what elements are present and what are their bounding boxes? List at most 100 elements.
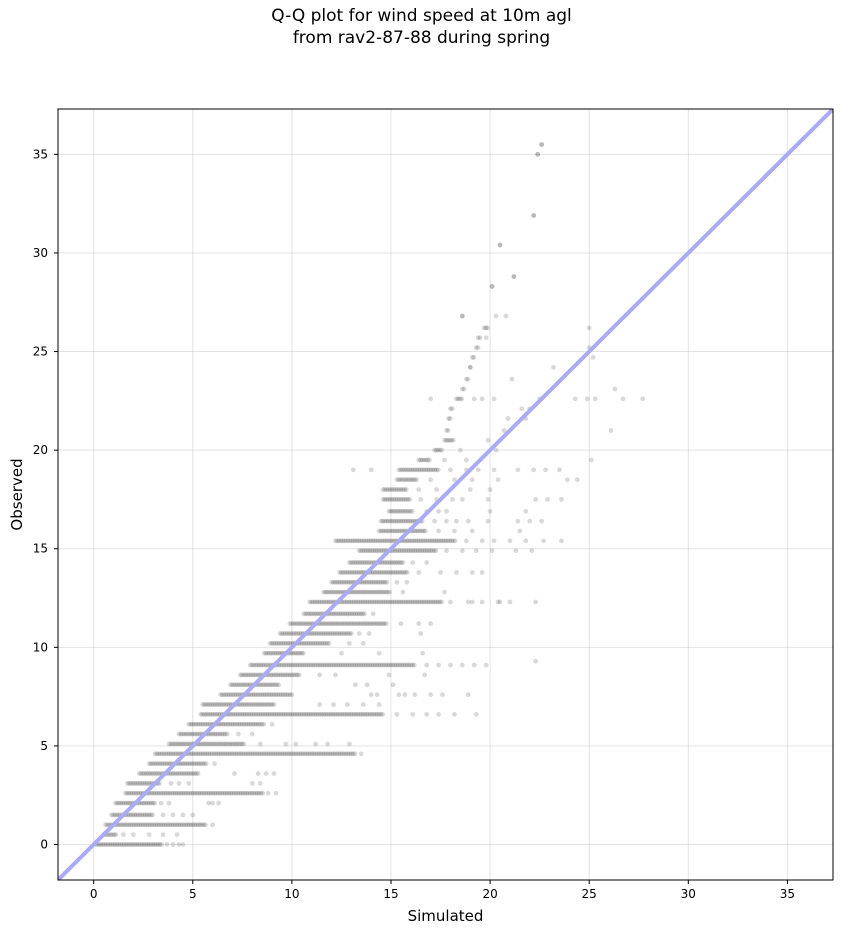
data-point	[389, 518, 395, 524]
data-point	[396, 548, 401, 554]
data-point	[407, 477, 412, 483]
data-point	[203, 790, 209, 796]
data-point	[285, 711, 291, 717]
data-point	[276, 711, 282, 717]
data-point	[151, 771, 156, 776]
data-point	[283, 662, 289, 668]
data-point	[443, 437, 449, 443]
data-point	[376, 621, 382, 627]
data-point	[360, 711, 366, 717]
data-point	[378, 662, 383, 668]
data-point	[401, 599, 407, 605]
data-point	[347, 538, 353, 544]
data-point	[306, 611, 312, 617]
data-point	[417, 548, 423, 554]
data-point	[224, 731, 230, 737]
data-point	[335, 662, 341, 668]
data-point	[383, 569, 389, 575]
data-point	[291, 711, 296, 717]
data-point	[249, 780, 255, 786]
data-point	[255, 692, 261, 698]
data-point	[185, 771, 190, 776]
data-point	[227, 741, 233, 747]
data-point	[210, 702, 216, 707]
data-point	[307, 599, 313, 605]
data-point	[436, 711, 441, 717]
data-point	[208, 731, 214, 737]
data-point	[436, 662, 441, 668]
data-point	[321, 589, 327, 595]
data-point	[374, 692, 380, 698]
data-point	[523, 508, 529, 514]
data-point	[354, 569, 360, 575]
data-point	[329, 579, 334, 585]
data-point	[367, 589, 373, 595]
data-point	[419, 548, 425, 554]
data-point	[519, 406, 525, 412]
data-point	[207, 702, 213, 707]
data-point	[312, 611, 317, 617]
data-point	[168, 741, 174, 747]
data-point	[199, 822, 205, 828]
data-point	[112, 812, 118, 818]
data-point	[187, 761, 193, 767]
data-point	[386, 487, 391, 492]
data-point	[195, 751, 201, 757]
data-point	[387, 497, 393, 502]
data-point	[190, 822, 196, 828]
data-point	[326, 621, 332, 627]
data-point	[454, 569, 459, 575]
data-point	[339, 621, 345, 627]
data-point	[360, 548, 366, 554]
data-point	[323, 631, 329, 636]
data-point	[224, 751, 229, 757]
data-point	[330, 621, 336, 627]
data-point	[251, 711, 257, 717]
data-point	[389, 560, 395, 565]
data-point	[349, 711, 355, 717]
data-point	[237, 672, 243, 678]
data-point	[114, 842, 120, 847]
data-point	[163, 751, 169, 757]
data-point	[620, 396, 626, 402]
data-point	[128, 842, 134, 847]
data-point	[228, 692, 234, 698]
data-point	[389, 497, 395, 502]
data-point	[471, 355, 477, 360]
data-point	[123, 800, 129, 806]
data-point	[452, 528, 457, 534]
data-point	[137, 790, 143, 796]
data-point	[190, 751, 195, 757]
data-point	[232, 721, 238, 727]
data-point	[172, 822, 178, 828]
data-point	[148, 842, 154, 847]
data-point	[269, 702, 275, 707]
data-point	[243, 721, 249, 727]
data-point	[134, 812, 139, 818]
data-point	[239, 741, 245, 747]
data-point	[442, 589, 447, 595]
data-point	[111, 842, 116, 847]
data-point	[212, 731, 217, 737]
data-point	[435, 467, 441, 473]
data-point	[295, 650, 301, 656]
data-point	[333, 711, 339, 717]
data-point	[395, 508, 401, 514]
data-point	[274, 751, 279, 757]
data-point	[186, 771, 192, 776]
data-point	[337, 662, 342, 668]
data-point	[426, 467, 432, 473]
data-point	[399, 662, 405, 668]
data-point	[316, 751, 322, 757]
data-point	[469, 599, 475, 605]
data-point	[270, 682, 276, 688]
data-point	[331, 751, 336, 757]
data-point	[145, 800, 150, 806]
data-point	[485, 518, 491, 524]
data-point	[332, 711, 337, 717]
data-point	[389, 528, 394, 534]
data-point	[588, 457, 594, 463]
data-point	[152, 800, 158, 806]
data-point	[408, 538, 413, 544]
data-point	[288, 751, 294, 757]
